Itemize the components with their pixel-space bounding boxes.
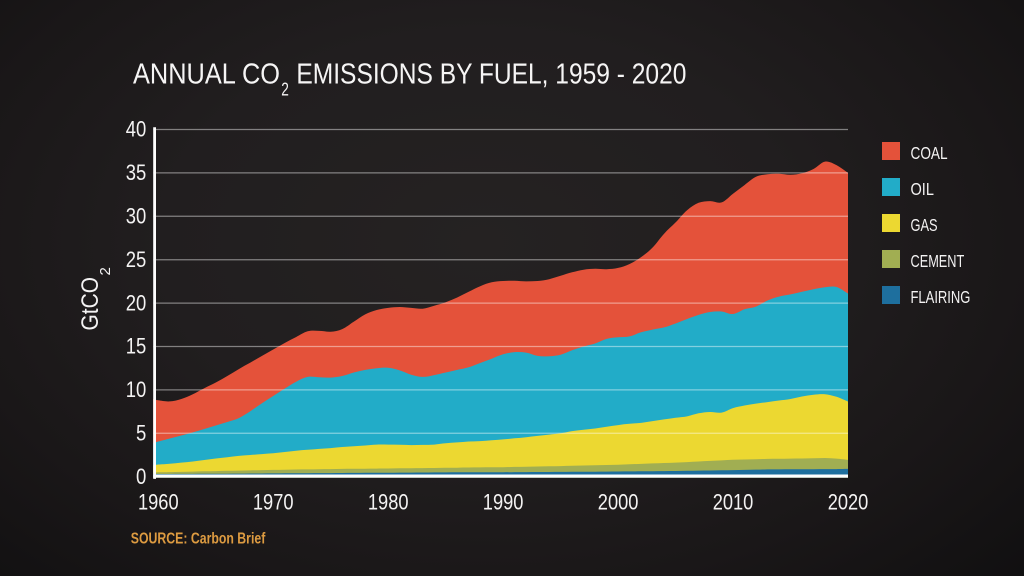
svg-text:1980: 1980 (368, 489, 409, 514)
svg-text:20: 20 (126, 290, 147, 315)
svg-text:30: 30 (126, 204, 147, 229)
svg-text:5: 5 (136, 421, 146, 446)
svg-text:FLAIRING: FLAIRING (911, 287, 971, 307)
svg-text:CEMENT: CEMENT (911, 251, 965, 271)
svg-text:GAS: GAS (911, 215, 938, 235)
svg-text:1960: 1960 (138, 489, 179, 514)
svg-text:10: 10 (126, 377, 147, 402)
svg-text:2000: 2000 (598, 489, 639, 514)
svg-text:ANNUAL CO: ANNUAL CO (133, 57, 280, 89)
svg-text:COAL: COAL (911, 143, 948, 163)
svg-text:1970: 1970 (253, 489, 294, 514)
svg-text:35: 35 (126, 160, 147, 185)
svg-text:EMISSIONS BY FUEL, 1959 - 2020: EMISSIONS BY FUEL, 1959 - 2020 (296, 57, 686, 89)
svg-text:2: 2 (97, 267, 114, 275)
svg-text:OIL: OIL (911, 179, 934, 199)
svg-text:GtCO: GtCO (78, 277, 104, 331)
svg-text:SOURCE: Carbon Brief: SOURCE: Carbon Brief (131, 530, 266, 547)
svg-text:1990: 1990 (483, 489, 524, 514)
svg-text:40: 40 (126, 117, 147, 142)
svg-text:0: 0 (136, 464, 146, 489)
svg-text:2020: 2020 (828, 489, 869, 514)
svg-text:25: 25 (126, 247, 147, 272)
svg-text:15: 15 (126, 334, 147, 359)
svg-text:2: 2 (281, 79, 289, 100)
svg-text:2010: 2010 (713, 489, 754, 514)
